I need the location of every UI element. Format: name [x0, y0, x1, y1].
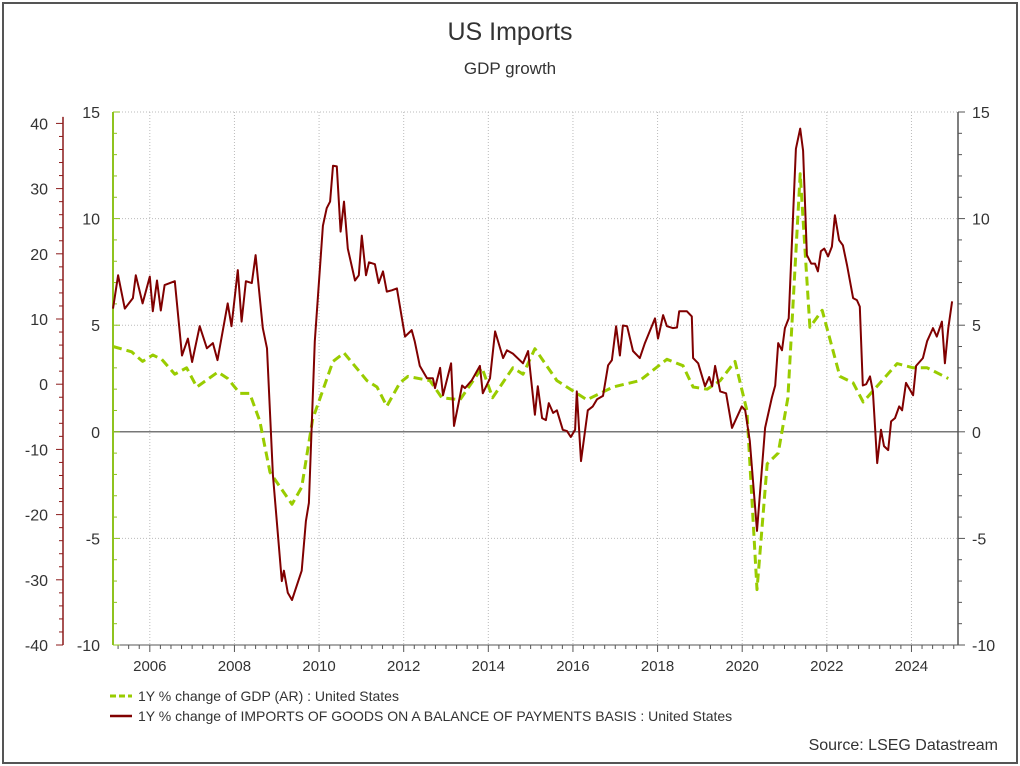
left-axis-label: 30	[30, 182, 48, 199]
series-line-gdp	[112, 172, 949, 592]
inner-axis-label: -10	[77, 638, 100, 655]
right-axis-label: 10	[972, 212, 990, 229]
axes: 2006 2008 2010 2012 2014 2016 2018 2020 2022 2024…	[25, 105, 995, 675]
legend-label-gdp: 1Y % change of GDP (AR) : United States	[138, 688, 399, 704]
x-tick-label: 2022	[810, 658, 843, 675]
x-tick-label: 2010	[302, 658, 335, 675]
source-note: Source: LSEG Datastream	[809, 737, 998, 754]
chart-title: US Imports	[447, 18, 572, 46]
series-line-imports	[112, 127, 954, 601]
x-tick-label: 2008	[218, 658, 251, 675]
left-axis-label: -30	[25, 573, 48, 590]
x-tick-label: 2018	[641, 658, 674, 675]
inner-axis-label: -5	[86, 531, 100, 548]
legend-label-imports: 1Y % change of IMPORTS OF GOODS ON A BAL…	[138, 708, 732, 724]
left-axis-label: 10	[30, 312, 48, 329]
left-axis-label: 20	[30, 247, 48, 264]
inner-axis-label: 15	[82, 105, 100, 122]
right-axis-label: 0	[972, 425, 981, 442]
x-tick-label: 2020	[726, 658, 759, 675]
left-axis-label: -10	[25, 442, 48, 459]
chart-subtitle: GDP growth	[464, 59, 556, 78]
grid	[113, 111, 958, 646]
x-tick-label: 2014	[472, 658, 505, 675]
inner-axis-label: 5	[91, 318, 100, 335]
left-axis-label: 0	[39, 377, 48, 394]
x-tick-label: 2024	[895, 658, 928, 675]
x-tick-label: 2016	[556, 658, 589, 675]
series-lines	[112, 127, 954, 601]
right-axis-label: -10	[972, 638, 995, 655]
left-axis-label: -20	[25, 508, 48, 525]
x-tick-label: 2006	[133, 658, 166, 675]
inner-axis-label: 0	[91, 425, 100, 442]
left-axis-label: 40	[30, 116, 48, 133]
right-axis-label: -5	[972, 531, 986, 548]
left-axis-label: -40	[25, 638, 48, 655]
right-axis-label: 15	[972, 105, 990, 122]
right-axis-label: 5	[972, 318, 981, 335]
x-tick-label: 2012	[387, 658, 420, 675]
inner-axis-label: 10	[82, 212, 100, 229]
legend: 1Y % change of GDP (AR) : United States …	[110, 688, 732, 724]
